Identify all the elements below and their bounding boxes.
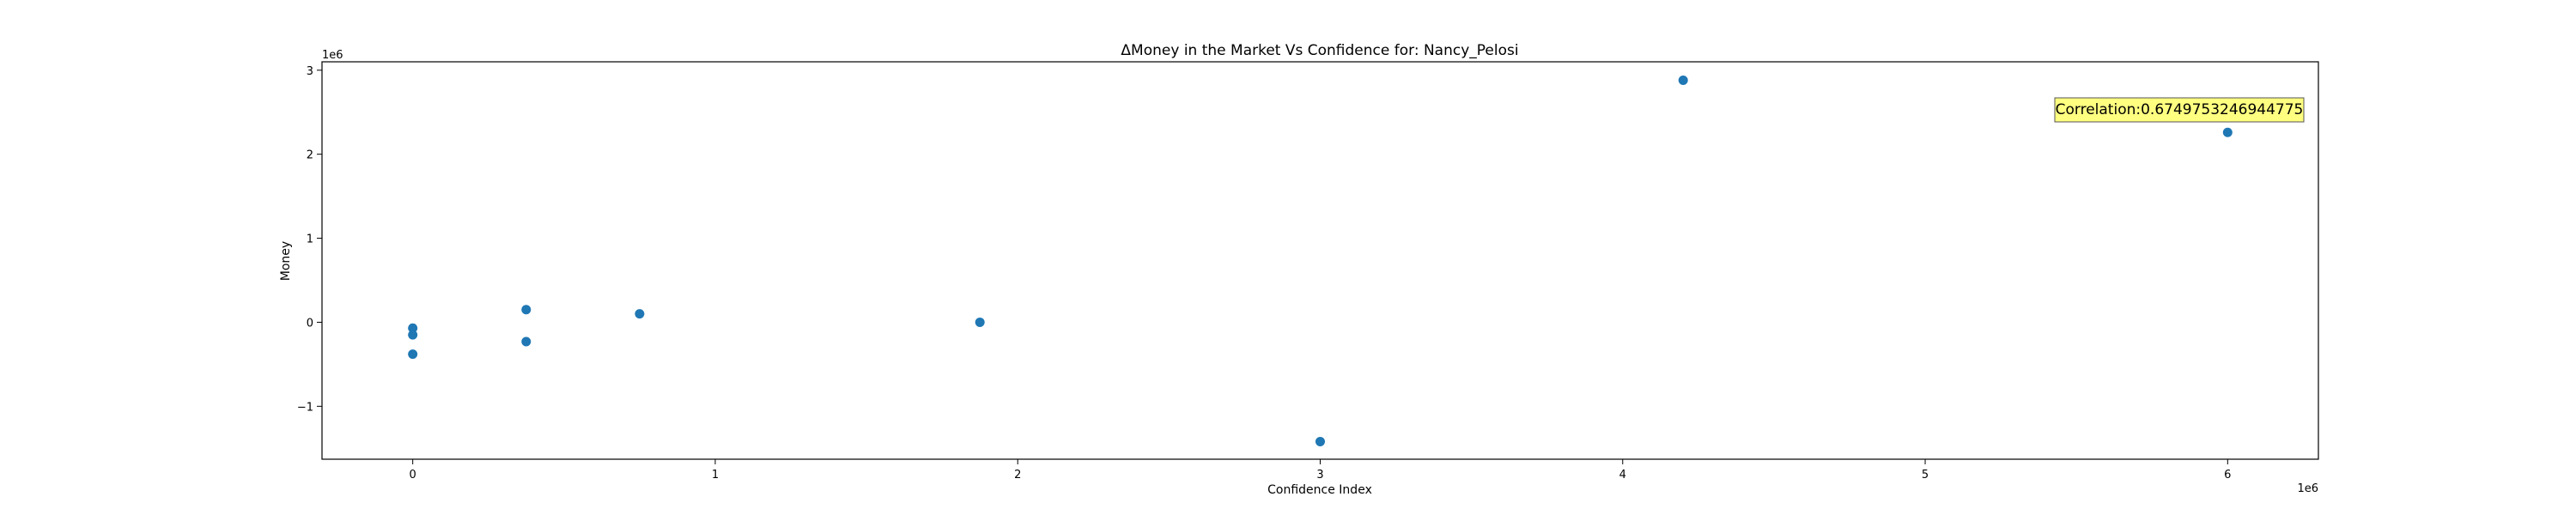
data-point [2222,127,2233,137]
y-offset-label: 1e6 [322,49,343,62]
data-point [635,309,645,319]
data-point [975,317,985,327]
data-point [1315,436,1325,446]
y-axis: −1 0 1 2 3 [297,65,322,414]
data-point [521,336,532,347]
chart-title: ΔMoney in the Market Vs Confidence for: … [1121,42,1518,59]
x-tick-label: 6 [2224,469,2231,482]
x-tick-label: 2 [1014,469,1021,482]
y-tick-label: 2 [307,149,313,162]
data-point [408,349,418,360]
x-axis: 0 1 2 3 4 5 6 [410,459,2231,482]
plot-area [321,61,2319,460]
data-point [408,330,418,340]
y-tick-label: −1 [297,401,313,414]
data-point [521,305,532,315]
data-point [408,323,418,333]
x-axis-label: Confidence Index [1267,483,1372,497]
x-tick-label: 4 [1619,469,1626,482]
x-tick-label: 1 [712,469,719,482]
correlation-text: Correlation:0.6749753246944775 [2056,101,2304,118]
data-point [1678,76,1688,86]
y-tick-label: 0 [307,317,313,330]
x-tick-label: 3 [1316,469,1323,482]
plot-frame [321,61,2319,460]
y-tick-label: 1 [307,233,313,246]
y-axis-label: Money [279,241,293,281]
annotation-box [2054,97,2305,123]
x-tick-label: 5 [1922,469,1929,482]
data-points [408,76,2233,446]
y-tick-label: 3 [307,65,313,78]
x-tick-label: 0 [410,469,416,482]
correlation-annotation: Correlation:0.6749753246944775 [2054,97,2305,123]
x-offset-label: 1e6 [2297,482,2318,495]
